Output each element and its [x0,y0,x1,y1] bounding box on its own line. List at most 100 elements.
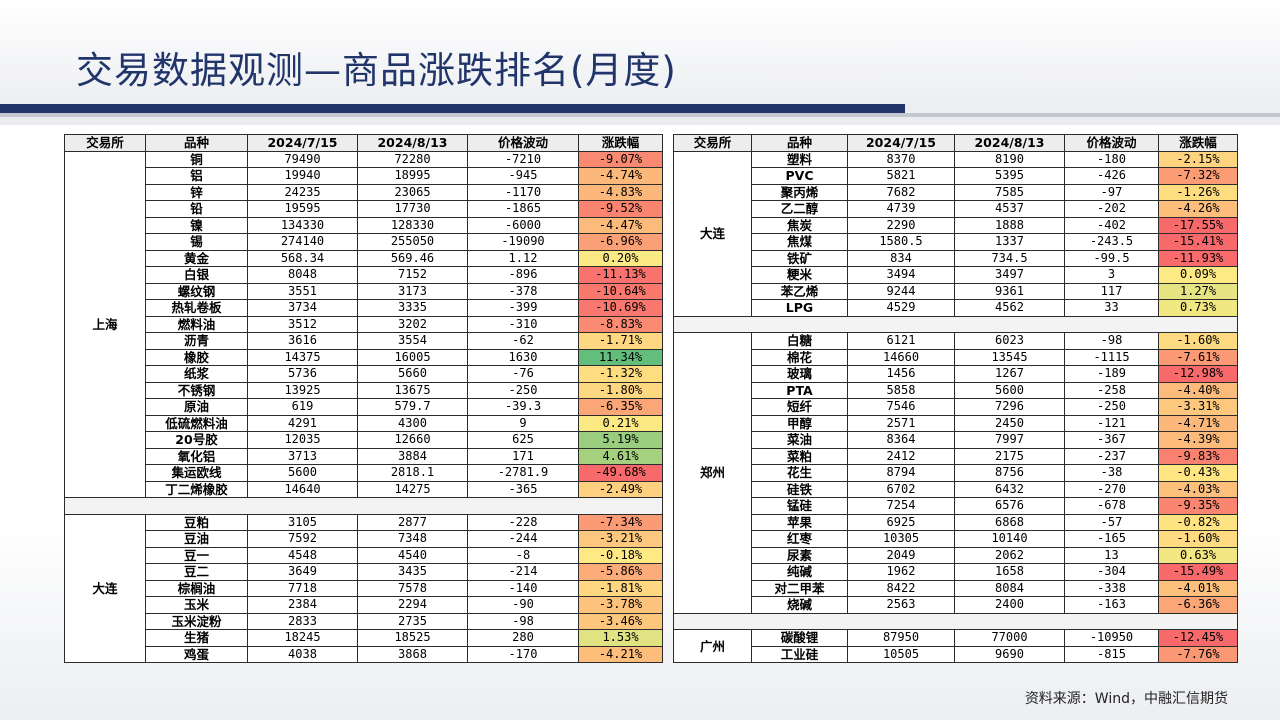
header-accent-bar [0,104,905,113]
end-price-cell: 5660 [357,365,468,383]
end-price-cell: 3173 [357,282,468,300]
start-price-cell: 568.34 [247,249,358,267]
table-row: 纸浆 5736 5660 -76 -1.32% [65,365,663,383]
price-change-cell: -165 [1064,530,1159,548]
end-price-cell: 7348 [357,530,468,548]
table-header-row: 交易所 品种 2024/7/15 2024/8/13 价格波动 涨跌幅 [64,134,663,152]
end-price-cell: 4300 [357,414,468,432]
end-price-cell: 1888 [954,216,1065,234]
price-change-cell: -202 [1064,200,1159,218]
table-row: 焦煤 1580.5 1337 -243.5 -15.41% [674,233,1238,251]
header-date-end: 2024/8/13 [357,134,468,152]
pct-change-cell: -6.35% [578,398,663,416]
pct-change-cell: -1.71% [578,332,663,350]
product-cell: 焦煤 [751,233,848,251]
start-price-cell: 8794 [847,464,955,482]
right-ranking-table: 交易所 品种 2024/7/15 2024/8/13 价格波动 涨跌幅 大连 塑料… [673,134,1238,663]
product-cell: 棕榈油 [145,579,248,597]
price-change-cell: 3 [1064,266,1159,284]
product-cell: 焦炭 [751,216,848,234]
end-price-cell: 8190 [954,150,1065,168]
table-row: PTA 5858 5600 -258 -4.40% [674,381,1238,399]
price-change-cell: 1630 [467,348,579,366]
table-row: 燃料油 3512 3202 -310 -8.83% [65,315,663,333]
end-price-cell: 5395 [954,167,1065,185]
start-price-cell: 5821 [847,167,955,185]
source-note: 资料来源：Wind，中融汇信期货 [1024,691,1228,707]
price-change-cell: 33 [1064,299,1159,317]
pct-change-cell: -2.15% [1158,150,1238,168]
table-row: 沥青 3616 3554 -62 -1.71% [65,332,663,350]
price-change-cell: -7210 [467,150,579,168]
pct-change-cell: -9.07% [578,150,663,168]
table-row: 鸡蛋 4038 3868 -170 -4.21% [65,645,663,663]
table-header-row: 交易所 品种 2024/7/15 2024/8/13 价格波动 涨跌幅 [673,134,1238,152]
table-row: 甲醇 2571 2450 -121 -4.71% [674,414,1238,432]
pct-change-cell: 0.21% [578,414,663,432]
table-row: 硅铁 6702 6432 -270 -4.03% [674,480,1238,498]
end-price-cell: 18525 [357,629,468,647]
pct-change-cell: -4.83% [578,183,663,201]
table-row: 铁矿 834 734.5 -99.5 -11.93% [674,249,1238,267]
pct-change-cell: 5.19% [578,431,663,449]
table-row: 氧化铝 3713 3884 171 4.61% [65,447,663,465]
price-change-cell: -250 [467,381,579,399]
start-price-cell: 3734 [247,299,358,317]
start-price-cell: 1456 [847,365,955,383]
start-price-cell: 834 [847,249,955,267]
table-row: 苹果 6925 6868 -57 -0.82% [674,513,1238,531]
exchange-cell: 大连 [64,513,146,663]
start-price-cell: 24235 [247,183,358,201]
product-cell: 棉花 [751,348,848,366]
product-cell: 螺纹钢 [145,282,248,300]
header-exchange: 交易所 [673,134,752,152]
price-change-cell: -228 [467,513,579,531]
price-change-cell: 625 [467,431,579,449]
header-date-start: 2024/7/15 [247,134,358,152]
end-price-cell: 1267 [954,365,1065,383]
exchange-cell: 郑州 [673,332,752,614]
price-change-cell: -57 [1064,513,1159,531]
start-price-cell: 13925 [247,381,358,399]
table-row: 对二甲苯 8422 8084 -338 -4.01% [674,579,1238,597]
end-price-cell: 579.7 [357,398,468,416]
start-price-cell: 8370 [847,150,955,168]
start-price-cell: 6121 [847,332,955,350]
product-cell: 沥青 [145,332,248,350]
start-price-cell: 3713 [247,447,358,465]
end-price-cell: 10140 [954,530,1065,548]
pct-change-cell: -11.13% [578,266,663,284]
price-change-cell: -244 [467,530,579,548]
table-row: 黄金 568.34 569.46 1.12 0.20% [65,249,663,267]
table-row: 玉米淀粉 2833 2735 -98 -3.46% [65,612,663,630]
end-price-cell: 17730 [357,200,468,218]
table-row: 大连 塑料 8370 8190 -180 -2.15% [673,150,1238,317]
pct-change-cell: -6.96% [578,233,663,251]
price-change-cell: -98 [1064,332,1159,350]
price-change-cell: -163 [1064,596,1159,614]
header-pct-change: 涨跌幅 [1158,134,1238,152]
pct-change-cell: -10.69% [578,299,663,317]
header-date-start: 2024/7/15 [847,134,955,152]
pct-change-cell: -17.55% [1158,216,1238,234]
product-cell: 对二甲苯 [751,579,848,597]
header-pct-change: 涨跌幅 [578,134,663,152]
product-cell: 甲醇 [751,414,848,432]
product-cell: 聚丙烯 [751,183,848,201]
product-cell: 铁矿 [751,249,848,267]
price-change-cell: -365 [467,480,579,498]
pct-change-cell: -7.32% [1158,167,1238,185]
price-change-cell: -98 [467,612,579,630]
product-cell: 原油 [145,398,248,416]
price-change-cell: -180 [1064,150,1159,168]
header-product: 品种 [751,134,848,152]
product-cell: 玉米淀粉 [145,612,248,630]
start-price-cell: 7592 [247,530,358,548]
pct-change-cell: -7.76% [1158,645,1238,663]
end-price-cell: 1658 [954,563,1065,581]
start-price-cell: 79490 [247,150,358,168]
end-price-cell: 12660 [357,431,468,449]
price-change-cell: -270 [1064,480,1159,498]
price-change-cell: 1.12 [467,249,579,267]
product-cell: 硅铁 [751,480,848,498]
